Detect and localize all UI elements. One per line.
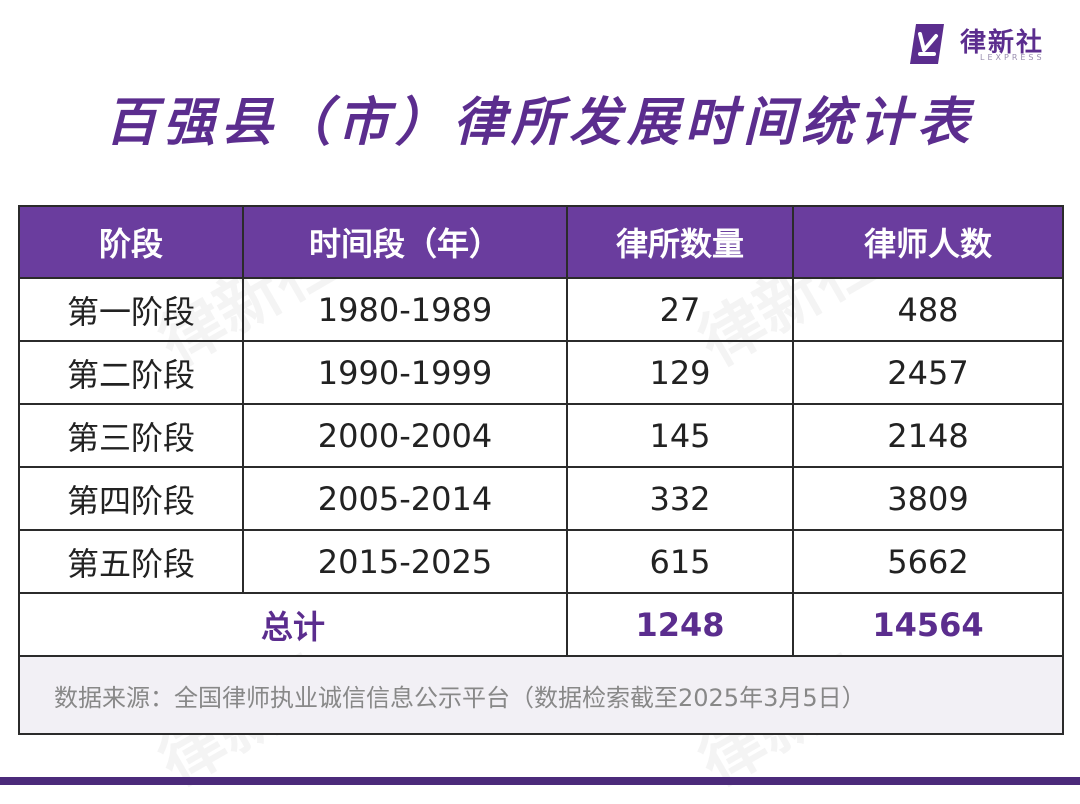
- total-firms: 1248: [566, 592, 794, 657]
- logo-subtitle: LEXPRESS: [980, 53, 1045, 62]
- stats-table: 阶段 时间段（年） 律所数量 律师人数 第一阶段 1980-1989 27 48…: [18, 205, 1064, 735]
- period-cell: 2015-2025: [242, 529, 568, 594]
- lawyer-count-cell: 488: [792, 277, 1064, 342]
- table-row: 第一阶段 1980-1989 27 488: [18, 277, 1064, 342]
- lawyer-count-cell: 2148: [792, 403, 1064, 468]
- lawyer-count-cell: 2457: [792, 340, 1064, 405]
- table-row: 第五阶段 2015-2025 615 5662: [18, 529, 1064, 594]
- source-row: 数据来源：全国律师执业诚信信息公示平台（数据检索截至2025年3月5日）: [18, 655, 1064, 735]
- header-firm-count: 律所数量: [566, 205, 794, 279]
- lexpress-logo-icon: [910, 24, 944, 64]
- page-title: 百强县（市）律所发展时间统计表: [104, 93, 975, 153]
- stage-cell: 第二阶段: [18, 340, 244, 405]
- stage-cell: 第三阶段: [18, 403, 244, 468]
- data-source-note: 数据来源：全国律师执业诚信信息公示平台（数据检索截至2025年3月5日）: [18, 655, 1064, 735]
- total-lawyers: 14564: [792, 592, 1064, 657]
- total-label: 总计: [18, 592, 568, 657]
- logo-name: 律新社: [960, 28, 1045, 58]
- firm-count-cell: 145: [566, 403, 794, 468]
- lawyer-count-cell: 3809: [792, 466, 1064, 531]
- table-row: 第二阶段 1990-1999 129 2457: [18, 340, 1064, 405]
- bottom-bar: [0, 777, 1080, 785]
- firm-count-cell: 615: [566, 529, 794, 594]
- table-header-row: 阶段 时间段（年） 律所数量 律师人数: [18, 205, 1064, 279]
- lawyer-count-cell: 5662: [792, 529, 1064, 594]
- stage-cell: 第一阶段: [18, 277, 244, 342]
- header-lawyer-count: 律师人数: [792, 205, 1064, 279]
- stage-cell: 第四阶段: [18, 466, 244, 531]
- firm-count-cell: 129: [566, 340, 794, 405]
- table-row: 第四阶段 2005-2014 332 3809: [18, 466, 1064, 531]
- header-period: 时间段（年）: [242, 205, 568, 279]
- stage-cell: 第五阶段: [18, 529, 244, 594]
- period-cell: 1990-1999: [242, 340, 568, 405]
- period-cell: 2005-2014: [242, 466, 568, 531]
- period-cell: 2000-2004: [242, 403, 568, 468]
- header-stage: 阶段: [18, 205, 244, 279]
- firm-count-cell: 27: [566, 277, 794, 342]
- total-row: 总计 1248 14564: [18, 592, 1064, 657]
- brand-logo: 律新社 LEXPRESS: [900, 20, 1060, 70]
- table-row: 第三阶段 2000-2004 145 2148: [18, 403, 1064, 468]
- period-cell: 1980-1989: [242, 277, 568, 342]
- firm-count-cell: 332: [566, 466, 794, 531]
